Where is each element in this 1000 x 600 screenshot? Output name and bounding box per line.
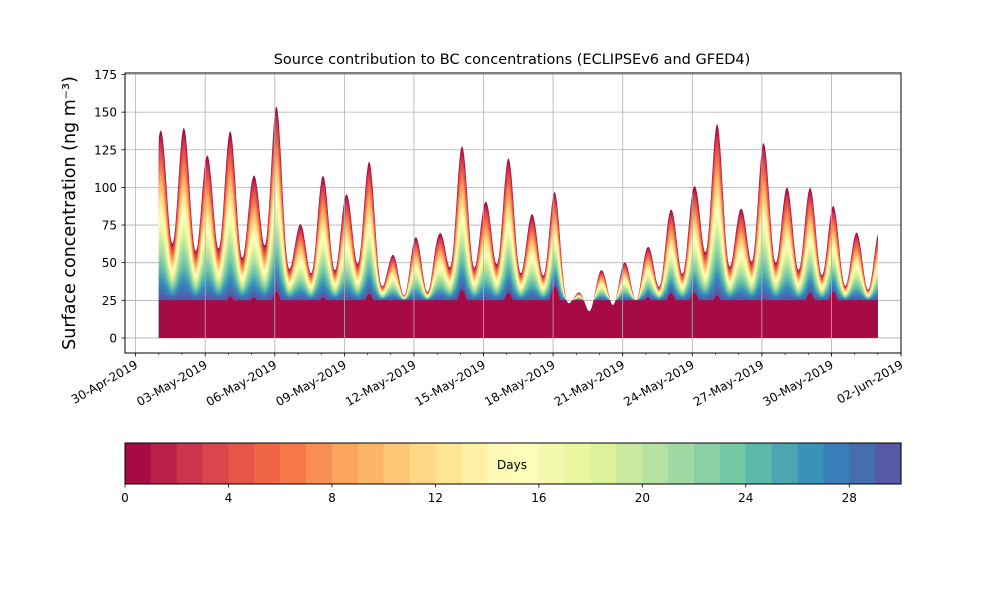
colorbar-bin	[461, 443, 488, 484]
colorbar-bin	[875, 443, 902, 484]
colorbar-bin	[564, 443, 592, 484]
plot-frame	[124, 72, 902, 354]
y-tick-label: 25	[102, 294, 117, 308]
colorbar-bin	[254, 443, 281, 484]
colorbar-bin	[668, 443, 695, 484]
colorbar-bin	[383, 443, 411, 484]
chart-title: Source contribution to BC concentrations…	[274, 52, 751, 68]
colorbar-frame	[124, 442, 902, 485]
colorbar-bins	[125, 443, 902, 484]
y-tick-label: 125	[94, 143, 117, 157]
colorbar-bin	[435, 443, 462, 484]
y-tick-label: 175	[94, 68, 117, 82]
colorbar: Days 0 4 8 12 16 20 24 28	[121, 442, 902, 505]
colorbar-ticks: 0 4 8 12 16 20 24 28	[121, 484, 857, 505]
colorbar-bin	[357, 443, 385, 484]
colorbar-bin	[590, 443, 618, 484]
y-axis-label: Surface concentration (ng m⁻³)	[60, 76, 80, 350]
colorbar-bin	[771, 443, 799, 484]
colorbar-bin	[849, 443, 876, 484]
colorbar-bin	[125, 443, 152, 484]
colorbar-tick-label: 0	[121, 491, 129, 505]
colorbar-bin	[797, 443, 824, 484]
y-ticks: 0 25 50 75 100 125 150 175	[94, 68, 125, 345]
y-tick-label: 75	[102, 219, 117, 233]
colorbar-bin	[642, 443, 669, 484]
colorbar-bin	[513, 443, 540, 484]
y-tick-label: 150	[94, 106, 117, 120]
colorbar-tick-label: 4	[225, 491, 233, 505]
colorbar-label: Days	[497, 458, 527, 472]
colorbar-bin	[306, 443, 333, 484]
colorbar-tick-label: 12	[428, 491, 443, 505]
colorbar-bin	[538, 443, 566, 484]
age-layer-base	[158, 286, 878, 338]
colorbar-bin	[616, 443, 643, 484]
colorbar-bin	[176, 443, 204, 484]
colorbar-tick-label: 28	[842, 491, 857, 505]
colorbar-bin	[719, 443, 747, 484]
colorbar-bin	[280, 443, 307, 484]
y-tick-label: 100	[94, 181, 117, 195]
area-layer	[158, 106, 878, 338]
y-tick-label: 0	[109, 331, 117, 345]
colorbar-bin	[409, 443, 436, 484]
colorbar-bin	[745, 443, 773, 484]
colorbar-bin	[694, 443, 721, 484]
colorbar-bin	[150, 443, 178, 484]
colorbar-bin	[202, 443, 230, 484]
colorbar-tick-label: 20	[635, 491, 650, 505]
colorbar-bin	[228, 443, 255, 484]
y-tick-label: 50	[102, 256, 117, 270]
colorbar-tick-label: 24	[738, 491, 753, 505]
colorbar-tick-label: 8	[328, 491, 336, 505]
colorbar-bin	[331, 443, 359, 484]
colorbar-bin	[487, 443, 514, 484]
colorbar-tick-label: 16	[531, 491, 546, 505]
colorbar-bin	[823, 443, 850, 484]
